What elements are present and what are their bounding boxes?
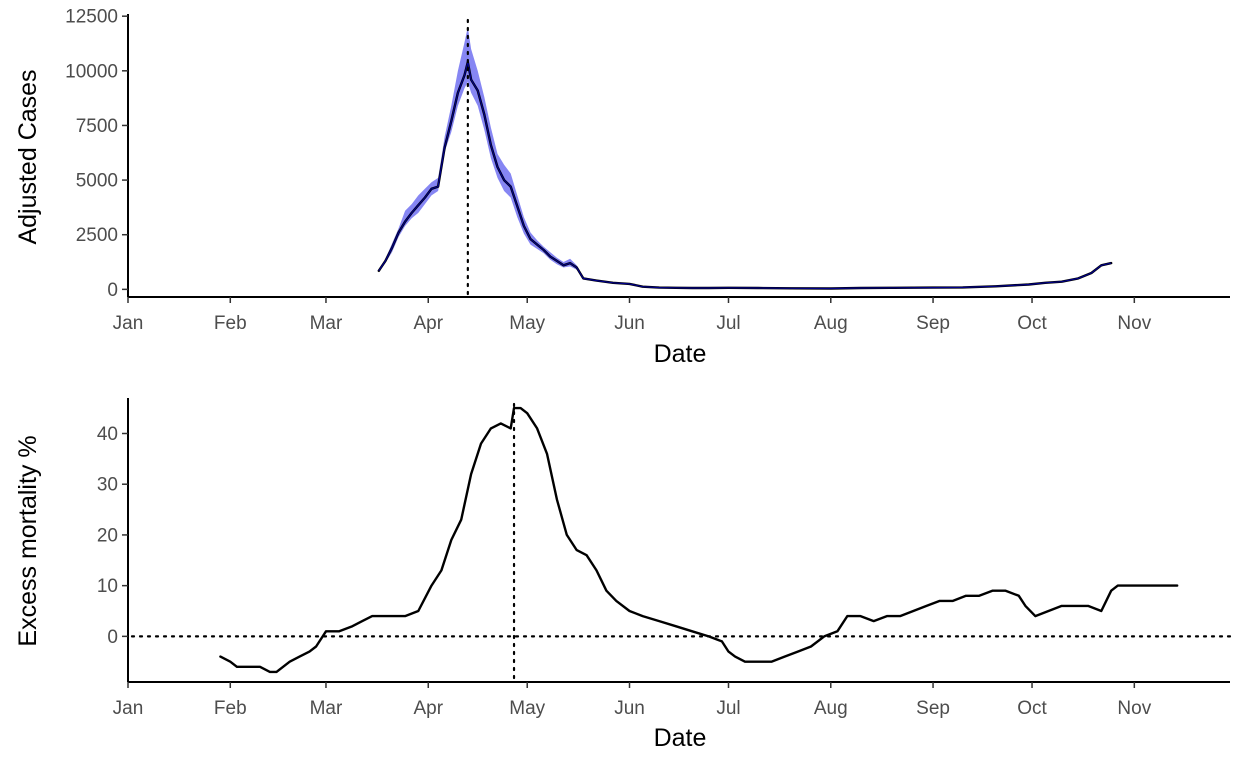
x-tick-label: Sep <box>916 698 950 719</box>
x-tick-label: Aug <box>814 698 848 719</box>
x-tick-label: Jul <box>716 313 740 334</box>
y-axis-title: Adjusted Cases <box>14 69 42 244</box>
x-tick-label: Nov <box>1117 698 1151 719</box>
x-tick-label: Aug <box>814 313 848 334</box>
adjusted-cases-panel: 0 2500 5000 7500 10000 12500 Jan Feb Mar Apr May Ju… <box>14 7 1230 368</box>
series-line <box>219 406 1179 674</box>
reference-line-layer <box>130 402 1232 684</box>
y-tick-label: 40 <box>97 424 118 445</box>
x-tick-label: Sep <box>916 313 950 334</box>
confidence-band-layer <box>378 27 1112 289</box>
series-line-core <box>378 61 1112 290</box>
x-tick-label: Nov <box>1117 313 1151 334</box>
x-axis-title: Date <box>654 724 707 752</box>
x-tick-label: Feb <box>214 313 247 334</box>
x-tick-label: May <box>509 313 545 334</box>
confidence-band <box>378 27 1112 289</box>
x-tick-label: Jun <box>614 698 645 719</box>
x-tick-label: Jul <box>716 698 740 719</box>
axes-layer: 0 10 20 30 40 Jan Feb Mar Apr May Jun Jul Aug Sep Oct N… <box>97 398 1230 719</box>
y-tick-label: 5000 <box>76 171 118 192</box>
y-tick-label: 30 <box>97 475 118 496</box>
y-tick-label: 10000 <box>65 61 118 82</box>
y-tick-label: 0 <box>107 627 118 648</box>
y-tick-label: 0 <box>107 280 118 301</box>
x-tick-label: Jan <box>113 698 144 719</box>
axes-layer: 0 2500 5000 7500 10000 12500 Jan Feb Mar Apr May Ju… <box>65 7 1230 334</box>
x-tick-label: Jun <box>614 313 645 334</box>
x-tick-label: Mar <box>310 313 343 334</box>
y-tick-label: 10 <box>97 576 118 597</box>
x-tick-label: Mar <box>310 698 343 719</box>
series-line-layer <box>377 60 1113 290</box>
y-tick-label: 7500 <box>76 116 118 137</box>
x-tick-label: Apr <box>413 313 443 334</box>
x-tick-label: Feb <box>214 698 247 719</box>
excess-mortality-panel: 0 10 20 30 40 Jan Feb Mar Apr May Jun Jul Aug Sep Oct N… <box>14 398 1232 752</box>
series-line-layer <box>219 406 1179 674</box>
y-tick-label: 20 <box>97 525 118 546</box>
x-tick-label: Apr <box>413 698 443 719</box>
x-tick-label: Oct <box>1017 698 1047 719</box>
x-axis-title: Date <box>654 340 707 368</box>
y-tick-label: 12500 <box>65 7 118 28</box>
y-axis-title: Excess mortality % <box>14 435 42 646</box>
x-tick-label: Oct <box>1017 313 1047 334</box>
y-tick-label: 2500 <box>76 225 118 246</box>
series-line <box>377 60 1113 290</box>
x-tick-label: Jan <box>113 313 144 334</box>
x-tick-label: May <box>509 698 545 719</box>
